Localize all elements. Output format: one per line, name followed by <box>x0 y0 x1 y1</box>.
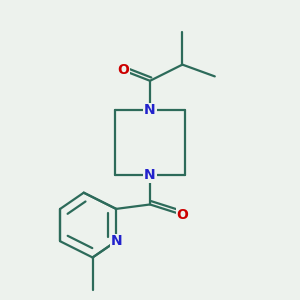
Text: N: N <box>110 234 122 248</box>
Text: N: N <box>144 168 156 182</box>
Text: O: O <box>176 208 188 222</box>
Text: O: O <box>118 64 129 77</box>
Text: N: N <box>144 103 156 117</box>
